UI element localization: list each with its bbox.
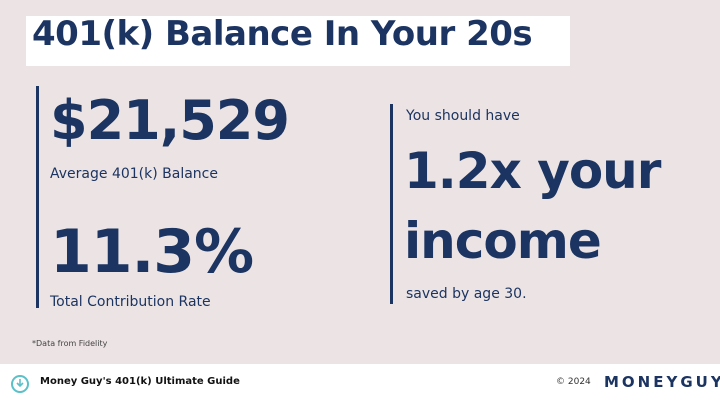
multiplier-line2: income <box>404 212 602 270</box>
intro-text: You should have <box>406 108 520 124</box>
copyright: © 2024 <box>556 377 591 387</box>
right-divider <box>390 104 393 304</box>
multiplier-line1: 1.2x your <box>404 142 661 200</box>
average-balance: $21,529 <box>50 89 290 152</box>
contribution-rate: 11.3% <box>50 217 254 287</box>
title-highlight <box>26 16 570 66</box>
left-divider <box>36 86 39 308</box>
page-title: 401(k) Balance In Your 20s <box>32 14 533 54</box>
average-balance-label: Average 401(k) Balance <box>50 166 218 182</box>
chat-download-icon <box>11 375 29 393</box>
brand-logo: MONEYGUY <box>604 373 720 391</box>
outro-text: saved by age 30. <box>406 286 527 302</box>
footer: Money Guy's 401(k) Ultimate Guide © 2024… <box>0 364 720 404</box>
contribution-rate-label: Total Contribution Rate <box>50 294 211 310</box>
guide-link[interactable]: Money Guy's 401(k) Ultimate Guide <box>40 376 240 387</box>
source-note: *Data from Fidelity <box>32 339 108 348</box>
